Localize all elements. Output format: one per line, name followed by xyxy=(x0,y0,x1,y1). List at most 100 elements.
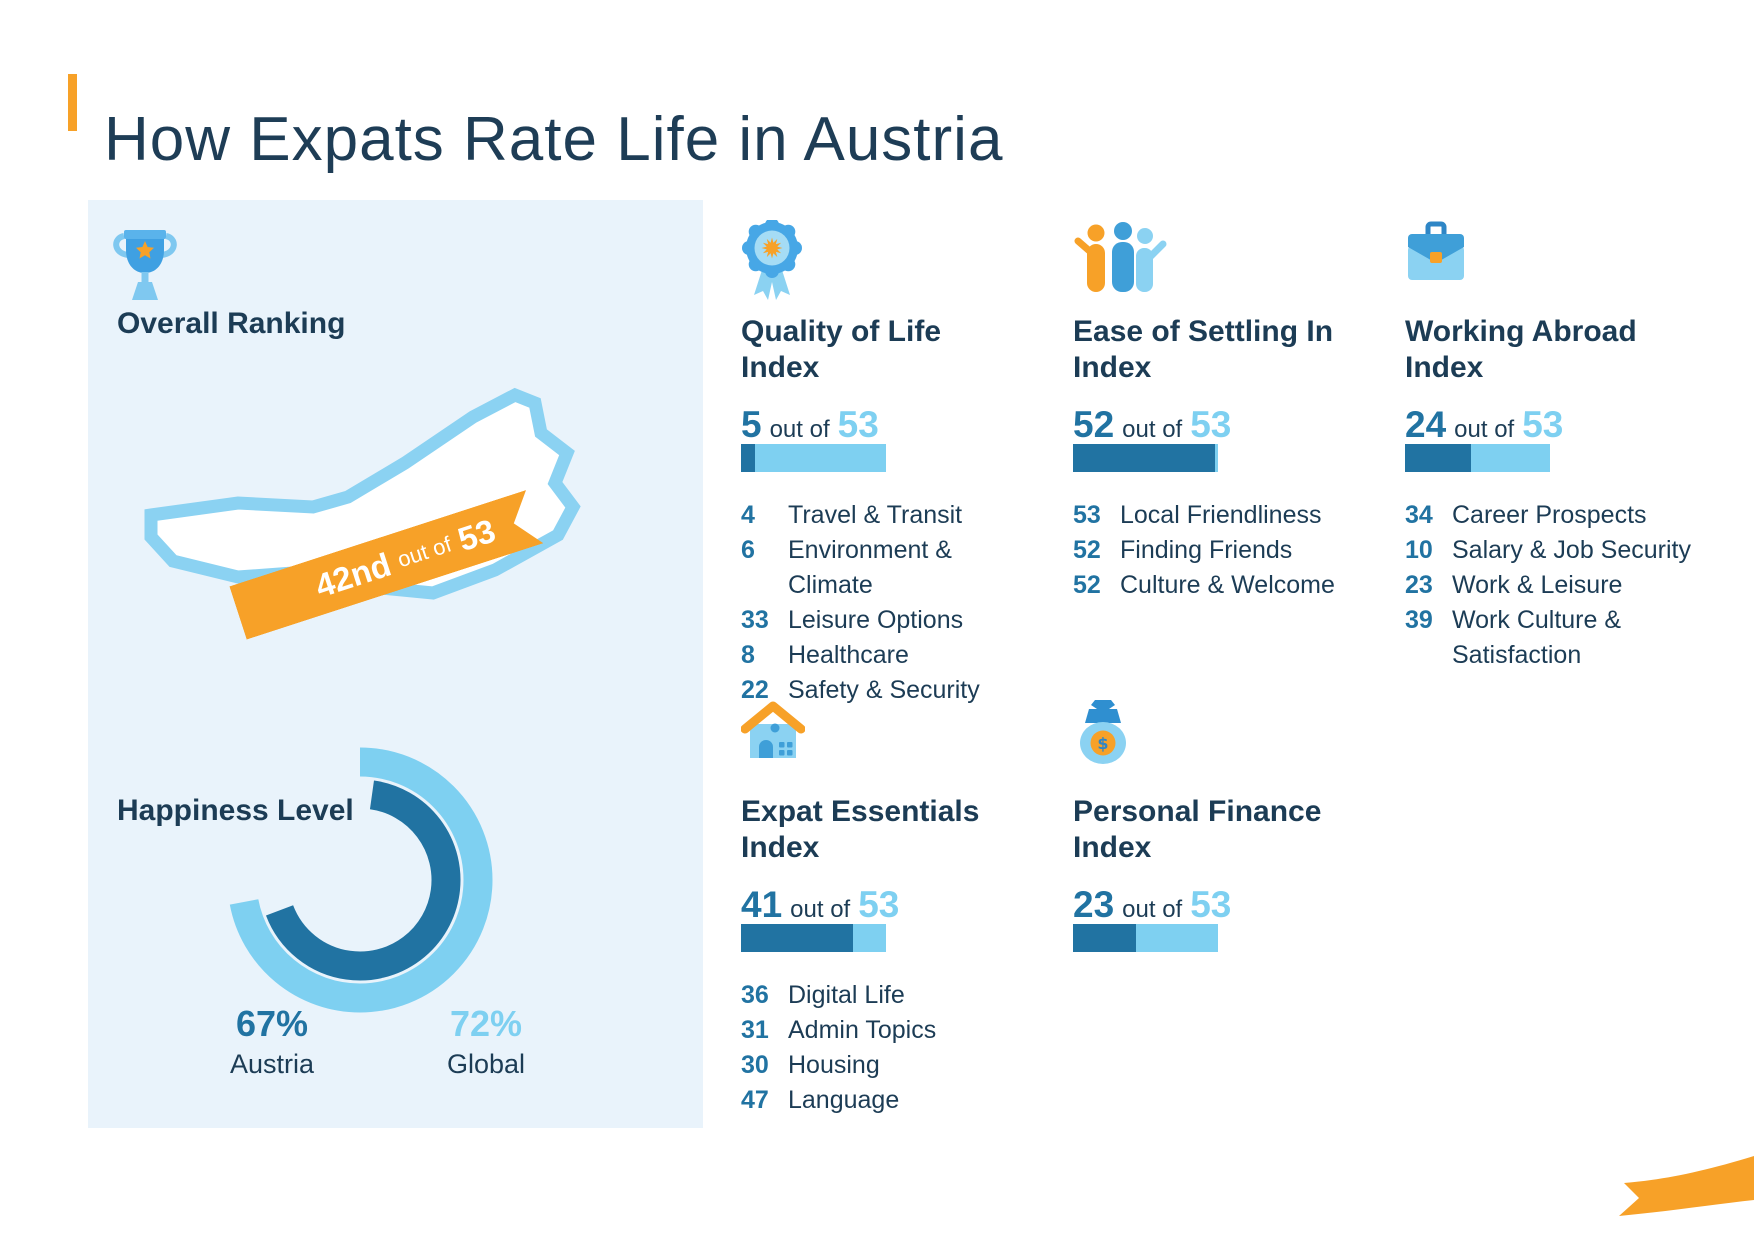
subcategory-list: 4 Travel & Transit 6 Environment & Climate… xyxy=(741,498,1038,708)
rank-line: 24 out of 53 xyxy=(1405,404,1563,446)
item-rank: 31 xyxy=(741,1016,769,1044)
card-working-abroad: Working Abroad Index 24 out of 53 34 Care… xyxy=(1405,220,1727,680)
overall-rank-total: 53 xyxy=(453,511,500,559)
house-icon xyxy=(740,701,806,758)
rank-bar xyxy=(1073,924,1218,952)
rank-total: 53 xyxy=(1190,404,1232,445)
item-rank: 30 xyxy=(741,1051,769,1079)
index-title: Ease of Settling In Index xyxy=(1073,314,1333,386)
rank-bar xyxy=(741,924,886,952)
rank-line: 5 out of 53 xyxy=(741,404,879,446)
rank-bar-fill xyxy=(741,444,755,472)
rank-total: 53 xyxy=(1522,404,1564,445)
item-rank: 52 xyxy=(1073,571,1101,599)
index-item: 52 Culture & Welcome xyxy=(1073,568,1370,603)
rank-total: 53 xyxy=(858,884,900,925)
rank-total: 53 xyxy=(1190,884,1232,925)
svg-text:$: $ xyxy=(1097,734,1108,753)
item-rank: 34 xyxy=(1405,501,1433,529)
index-title-line1: Working Abroad xyxy=(1405,315,1637,348)
rank-line: 41 out of 53 xyxy=(741,884,899,926)
index-title-line1: Personal Finance xyxy=(1073,795,1322,828)
happiness-global-legend: 72% Global xyxy=(416,1003,556,1080)
rank-out-of: out of xyxy=(790,896,851,923)
item-label: Work Culture & Satisfaction xyxy=(1452,606,1622,669)
item-rank: 22 xyxy=(741,676,769,704)
index-title-line2: Index xyxy=(1073,831,1152,864)
rank-value: 5 xyxy=(741,404,762,445)
rank-line: 23 out of 53 xyxy=(1073,884,1231,926)
index-item: 4 Travel & Transit xyxy=(741,498,1038,533)
item-label: Leisure Options xyxy=(788,606,964,634)
index-title-line2: Index xyxy=(741,351,820,384)
item-rank: 47 xyxy=(741,1086,769,1114)
item-label: Career Prospects xyxy=(1452,501,1647,529)
rank-out-of: out of xyxy=(1122,416,1183,443)
rank-out-of: out of xyxy=(1454,416,1515,443)
item-rank: 39 xyxy=(1405,606,1433,634)
medal-icon xyxy=(742,218,802,300)
index-title: Working Abroad Index xyxy=(1405,314,1637,386)
index-item: 8 Healthcare xyxy=(741,638,1038,673)
item-label: Work & Leisure xyxy=(1452,571,1623,599)
overall-rank-out-of: out of xyxy=(394,531,455,573)
rank-bar-fill xyxy=(741,924,854,952)
index-title-line1: Quality of Life xyxy=(741,315,942,348)
happiness-global-pct: 72% xyxy=(449,1003,523,1044)
index-item: 39 Work Culture & Satisfaction xyxy=(1405,603,1702,673)
donut-arc-global xyxy=(227,747,493,1013)
index-title-line2: Index xyxy=(741,831,820,864)
item-label: Travel & Transit xyxy=(788,501,963,529)
index-title-line2: Index xyxy=(1073,351,1152,384)
happiness-austria-pct: 67% xyxy=(235,1003,309,1044)
item-rank: 6 xyxy=(741,536,755,564)
trophy-icon xyxy=(113,230,177,300)
subcategory-list: 34 Career Prospects 10 Salary & Job Securi… xyxy=(1405,498,1702,673)
index-title-line1: Expat Essentials xyxy=(741,795,980,828)
happiness-austria-legend: 67% Austria xyxy=(202,1003,342,1080)
rank-total: 53 xyxy=(837,404,879,445)
item-label: Finding Friends xyxy=(1120,536,1293,564)
rank-line: 52 out of 53 xyxy=(1073,404,1231,446)
rank-bar-fill xyxy=(1405,444,1471,472)
index-item: 6 Environment & Climate xyxy=(741,533,1038,603)
card-ease-of-settling-in: Ease of Settling In Index 52 out of 53 5… xyxy=(1073,220,1395,680)
happiness-global-name: Global xyxy=(446,1049,526,1079)
index-item: 22 Safety & Security xyxy=(741,673,1038,708)
item-rank: 4 xyxy=(741,501,755,529)
index-item: 47 Language xyxy=(741,1083,1038,1118)
index-title: Quality of Life Index xyxy=(741,314,941,386)
index-item: 53 Local Friendliness xyxy=(1073,498,1370,533)
index-item: 33 Leisure Options xyxy=(741,603,1038,638)
overall-ranking-label: Overall Ranking xyxy=(117,307,346,340)
item-label: Safety & Security xyxy=(788,676,980,704)
item-label: Local Friendliness xyxy=(1120,501,1322,529)
index-title-line2: Index xyxy=(1405,351,1484,384)
item-label: Admin Topics xyxy=(788,1016,937,1044)
rank-out-of: out of xyxy=(1122,896,1183,923)
people-icon xyxy=(1074,222,1167,292)
item-rank: 53 xyxy=(1073,501,1101,529)
rank-value: 24 xyxy=(1405,404,1447,445)
item-rank: 10 xyxy=(1405,536,1433,564)
subcategory-list: 36 Digital Life 31 Admin Topics 30 Housing … xyxy=(741,978,1038,1118)
item-label: Housing xyxy=(788,1051,880,1079)
happiness-austria-name: Austria xyxy=(229,1049,315,1079)
rank-out-of: out of xyxy=(769,416,830,443)
rank-bar-fill xyxy=(1073,924,1136,952)
corner-ribbon xyxy=(1619,1156,1754,1216)
money-bag-icon: $ xyxy=(1080,700,1126,764)
item-label: Salary & Job Security xyxy=(1452,536,1691,564)
rank-bar xyxy=(1405,444,1550,472)
rank-value: 52 xyxy=(1073,404,1115,445)
item-rank: 36 xyxy=(741,981,769,1009)
item-rank: 52 xyxy=(1073,536,1101,564)
rank-bar xyxy=(1073,444,1218,472)
page-title: How Expats Rate Life in Austria xyxy=(104,104,1004,174)
item-label: Environment & Climate xyxy=(788,536,952,599)
index-item: 34 Career Prospects xyxy=(1405,498,1702,533)
item-rank: 23 xyxy=(1405,571,1433,599)
index-item: 23 Work & Leisure xyxy=(1405,568,1702,603)
index-item: 52 Finding Friends xyxy=(1073,533,1370,568)
